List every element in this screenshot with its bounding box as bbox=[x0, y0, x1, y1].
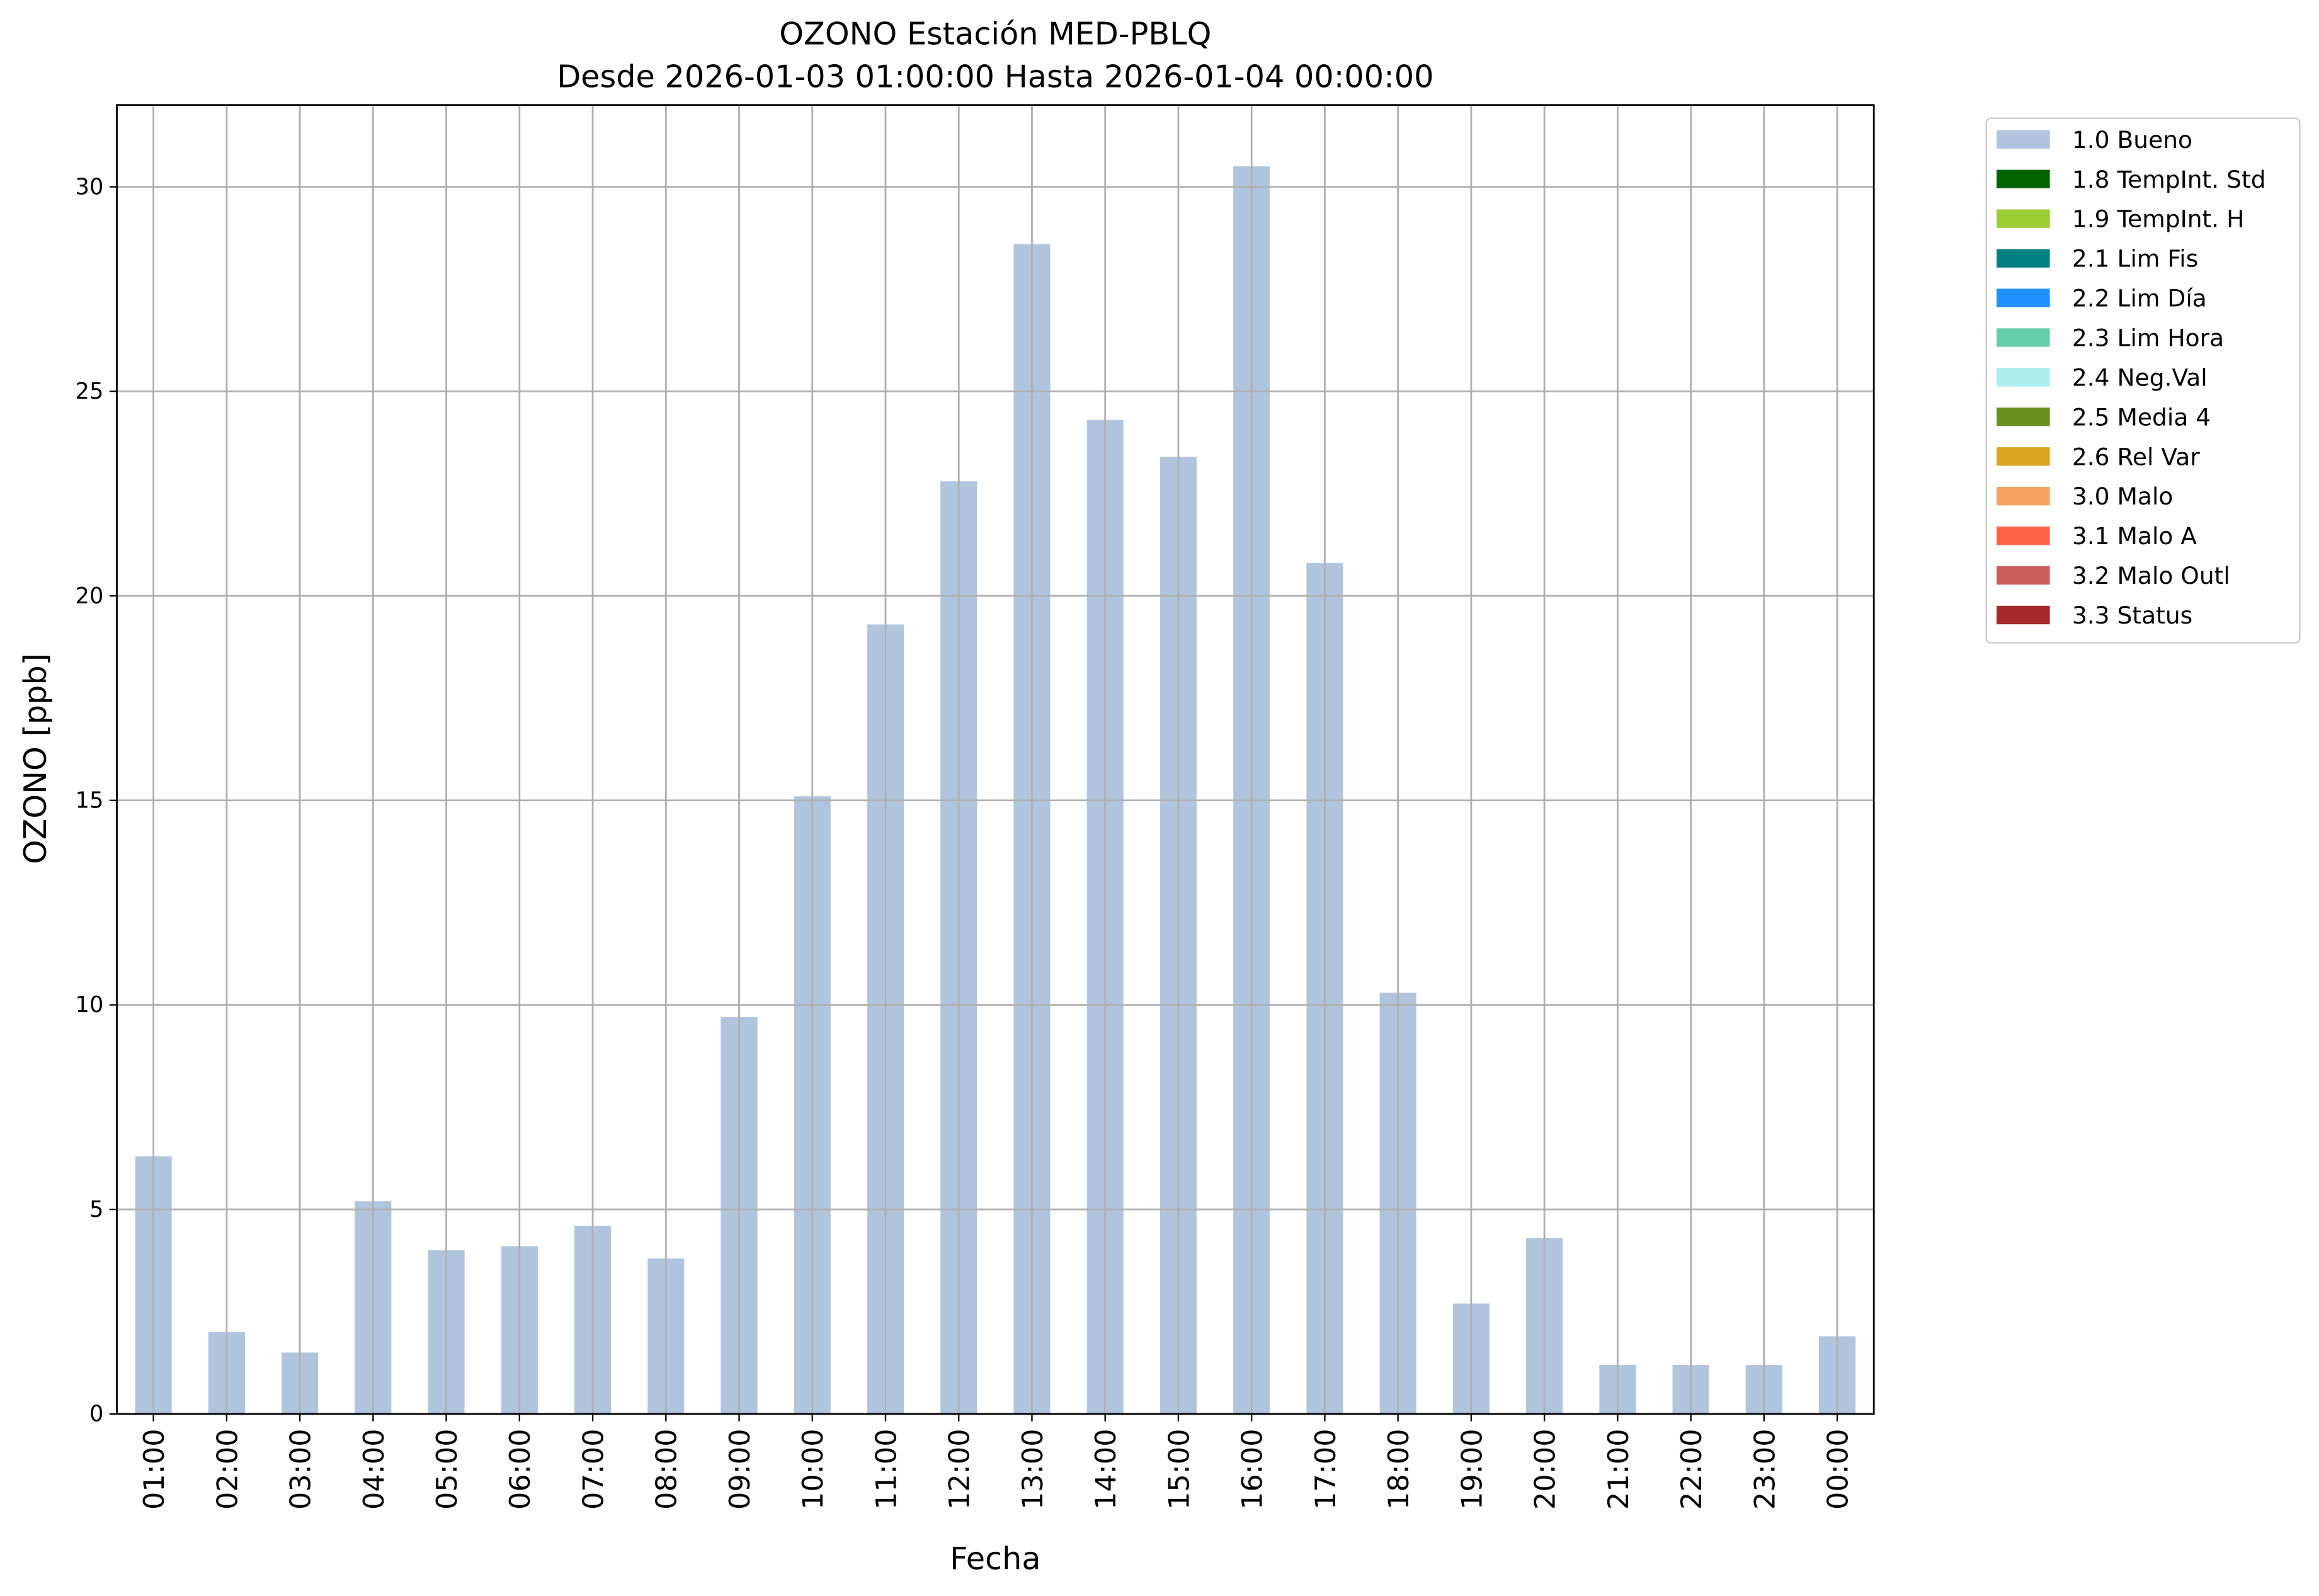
x-tick-label: 13:00 bbox=[1017, 1428, 1049, 1510]
x-tick-label: 16:00 bbox=[1236, 1428, 1269, 1510]
legend-label: 1.0 Bueno bbox=[2072, 126, 2192, 154]
x-tick-label: 09:00 bbox=[724, 1428, 756, 1510]
x-tick-label: 12:00 bbox=[943, 1428, 976, 1510]
legend-swatch bbox=[1997, 288, 2050, 307]
legend-label: 3.2 Malo Outl bbox=[2072, 562, 2230, 590]
x-tick-label: 07:00 bbox=[577, 1428, 610, 1510]
legend-label: 2.5 Media 4 bbox=[2072, 403, 2211, 431]
x-tick-label: 08:00 bbox=[651, 1428, 683, 1510]
legend-swatch bbox=[1997, 408, 2050, 426]
chart-subtitle: Desde 2026-01-03 01:00:00 Hasta 2026-01-… bbox=[557, 59, 1433, 95]
legend-label: 1.9 TempInt. H bbox=[2072, 205, 2245, 233]
y-tick-label: 10 bbox=[76, 992, 104, 1018]
x-tick-label: 05:00 bbox=[431, 1428, 464, 1510]
legend-swatch bbox=[1997, 209, 2050, 228]
legend-swatch bbox=[1997, 566, 2050, 585]
legend-label: 3.1 Malo A bbox=[2072, 522, 2197, 550]
legend-label: 2.2 Lim Día bbox=[2072, 285, 2207, 312]
y-tick-label: 5 bbox=[89, 1197, 103, 1223]
x-tick-label: 04:00 bbox=[358, 1428, 390, 1510]
x-tick-label: 02:00 bbox=[211, 1428, 244, 1510]
legend-label: 2.4 Neg.Val bbox=[2072, 363, 2208, 391]
legend-swatch bbox=[1997, 447, 2050, 466]
x-tick-label: 18:00 bbox=[1382, 1428, 1415, 1510]
chart-title: OZONO Estación MED-PBLQ bbox=[779, 15, 1211, 52]
y-tick-label: 20 bbox=[76, 583, 104, 609]
x-axis-label: Fecha bbox=[950, 1540, 1041, 1576]
x-tick-label: 21:00 bbox=[1602, 1428, 1635, 1510]
legend-swatch bbox=[1997, 328, 2050, 347]
x-tick-label: 00:00 bbox=[1822, 1428, 1855, 1510]
y-tick-label: 0 bbox=[89, 1401, 103, 1427]
x-tick-label: 11:00 bbox=[870, 1428, 903, 1510]
legend-label: 2.3 Lim Hora bbox=[2072, 324, 2224, 351]
legend-box bbox=[1985, 117, 2301, 644]
x-tick-label: 10:00 bbox=[797, 1428, 829, 1510]
legend-swatch bbox=[1997, 368, 2050, 387]
plot-frame bbox=[116, 104, 1875, 1415]
x-tick-label: 22:00 bbox=[1675, 1428, 1708, 1510]
x-tick-label: 14:00 bbox=[1090, 1428, 1122, 1510]
y-tick-label: 30 bbox=[76, 174, 104, 200]
legend-swatch bbox=[1997, 249, 2050, 268]
legend-swatch bbox=[1997, 169, 2050, 188]
legend-label: 3.3 Status bbox=[2072, 601, 2192, 629]
y-axis-label: OZONO [ppb] bbox=[17, 653, 54, 864]
legend-label: 2.1 Lim Fis bbox=[2072, 245, 2198, 273]
x-tick-label: 19:00 bbox=[1456, 1428, 1488, 1510]
y-tick-label: 15 bbox=[76, 788, 104, 814]
x-tick-label: 01:00 bbox=[138, 1428, 171, 1510]
legend-label: 3.0 Malo bbox=[2072, 482, 2174, 510]
legend-label: 2.6 Rel Var bbox=[2072, 443, 2200, 470]
x-tick-label: 06:00 bbox=[504, 1428, 537, 1510]
y-tick-label: 25 bbox=[76, 379, 104, 404]
legend-swatch bbox=[1997, 130, 2050, 149]
x-tick-label: 20:00 bbox=[1529, 1428, 1562, 1510]
x-tick-label: 15:00 bbox=[1163, 1428, 1195, 1510]
legend-swatch bbox=[1997, 487, 2050, 506]
x-tick-label: 17:00 bbox=[1309, 1428, 1342, 1510]
legend-swatch bbox=[1997, 605, 2050, 625]
legend-swatch bbox=[1997, 526, 2050, 545]
x-tick-label: 23:00 bbox=[1748, 1428, 1781, 1510]
legend-label: 1.8 TempInt. Std bbox=[2072, 166, 2266, 193]
x-tick-label: 03:00 bbox=[285, 1428, 317, 1510]
